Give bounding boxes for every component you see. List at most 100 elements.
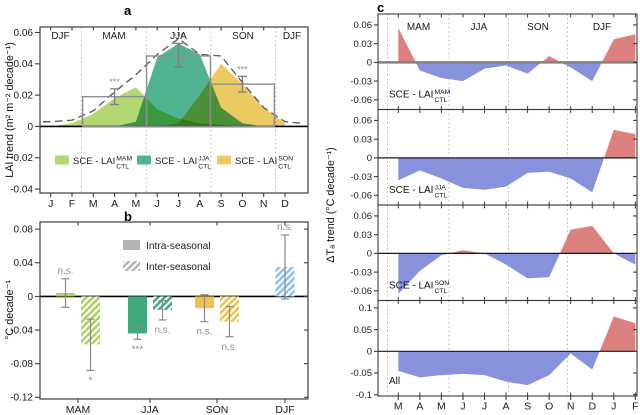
bar-JJA-intra	[128, 296, 147, 334]
legend-entry-subscript: CTL	[198, 163, 211, 170]
panel-letter-c: c	[377, 0, 384, 15]
significance-label: *	[89, 375, 93, 386]
month-label: O	[238, 198, 246, 210]
y-tick-label: 0	[27, 122, 33, 133]
y-tick-label: -0.1	[356, 390, 372, 401]
legend-entry-superscript: SON	[278, 155, 293, 162]
season-label: SON	[527, 22, 549, 33]
y-tick-label: 0.1	[359, 303, 372, 314]
cooling-area	[398, 253, 636, 294]
legend-entry-subscript: CTL	[116, 163, 129, 170]
subpanel-label-superscript: MAM	[434, 89, 450, 96]
axis-frame	[39, 221, 309, 400]
y-tick-label: -0.08	[10, 359, 33, 370]
month-label: D	[588, 401, 596, 413]
category-label: SON	[206, 404, 229, 415]
season-label: SON	[232, 31, 254, 42]
legend-swatch	[55, 155, 69, 165]
lai-area-MAM	[50, 87, 286, 127]
y-tick-label: -0.03	[350, 267, 372, 278]
legend-entry-subscript: CTL	[278, 163, 291, 170]
y-tick-label: -0.04	[10, 184, 33, 195]
month-label: N	[567, 401, 575, 413]
month-label: F	[69, 198, 75, 210]
cooling-area	[398, 157, 605, 193]
y-tick-label: 0.03	[354, 39, 373, 50]
season-label: MAM	[102, 31, 125, 42]
y-tick-label: 0.06	[354, 20, 373, 31]
warming-area	[398, 225, 636, 254]
y-tick-label: 0.04	[14, 258, 34, 269]
subpanel-label-subscript: CTL	[434, 97, 447, 104]
month-label: J	[611, 401, 616, 413]
month-label: S	[218, 198, 225, 210]
category-label: JJA	[141, 404, 159, 415]
month-label: M	[132, 198, 141, 210]
season-label: JJA	[470, 22, 487, 33]
legend-swatch-intra	[123, 240, 140, 250]
y-tick-label: 0	[367, 249, 372, 260]
significance-label: ***	[132, 344, 144, 355]
subpanel-label: SCE - LAI	[389, 185, 433, 196]
y-tick-label: 0	[27, 292, 33, 303]
month-label: N	[260, 198, 268, 210]
y-tick-label: -0.03	[350, 76, 372, 87]
subpanel-label-subscript: CTL	[434, 192, 447, 199]
significance-label: n.s.	[221, 342, 237, 353]
month-label: A	[416, 401, 423, 413]
y-tick-label: -0.06	[350, 95, 372, 106]
legend-entry-superscript: JJA	[198, 155, 210, 162]
y-tick-label: 0	[367, 153, 372, 164]
season-label: JJA	[170, 31, 187, 42]
subpanel-label-superscript: JJA	[434, 184, 446, 191]
legend-entry: SCE - LAI	[235, 156, 277, 167]
y-tick-label: 0.03	[354, 134, 373, 145]
month-label: J	[48, 198, 53, 210]
warming-area	[398, 28, 636, 63]
y-tick-label: -0.12	[10, 393, 33, 404]
y-tick-label: 0.08	[14, 225, 34, 236]
y-tick-label: 0.03	[354, 230, 373, 241]
month-label: J	[460, 401, 465, 413]
y-tick-label: 0.02	[14, 91, 34, 102]
legend-entry: SCE - LAI	[73, 156, 115, 167]
month-label: D	[281, 198, 289, 210]
legend-entry: Intra-seasonal	[146, 241, 211, 252]
subpanel-label: SCE - LAI	[389, 281, 433, 292]
month-label: F	[632, 401, 638, 413]
legend-swatch	[137, 155, 151, 165]
month-label: J	[176, 198, 181, 210]
warming-area	[398, 129, 636, 158]
y-tick-label: -0.02	[10, 153, 33, 164]
y-axis-label-a: LAI trend (m² m⁻² decade⁻¹)	[4, 42, 16, 178]
legend-swatch-hatch	[123, 261, 140, 271]
y-tick-label: 0.06	[14, 28, 34, 39]
lai-area-JJA	[50, 43, 286, 127]
month-label: M	[89, 198, 98, 210]
season-label: DJF	[51, 31, 69, 42]
axis-frame	[39, 26, 309, 194]
y-axis-label-c: ΔTₐ trend (°C decade⁻¹)	[325, 147, 337, 262]
month-label: J	[482, 401, 487, 413]
month-label: A	[196, 198, 203, 210]
axis-frame	[377, 299, 638, 397]
month-label: A	[503, 401, 510, 413]
y-tick-label: 0.04	[14, 59, 34, 70]
y-tick-label: -0.06	[350, 286, 372, 297]
season-label: DJF	[283, 31, 301, 42]
month-label: O	[545, 401, 553, 413]
panel-letter-a: a	[124, 3, 132, 18]
cooling-area	[398, 351, 636, 386]
y-tick-label: 0.06	[354, 211, 373, 222]
subpanel-label-superscript: SON	[434, 280, 449, 287]
legend-entry: Inter-seasonal	[146, 262, 211, 273]
monthly-total-dashed-line	[43, 37, 304, 125]
month-label: J	[155, 198, 160, 210]
category-label: MAM	[66, 404, 91, 415]
season-label: DJF	[593, 22, 611, 33]
month-label: M	[394, 401, 403, 413]
y-tick-label: -0.06	[350, 191, 372, 202]
